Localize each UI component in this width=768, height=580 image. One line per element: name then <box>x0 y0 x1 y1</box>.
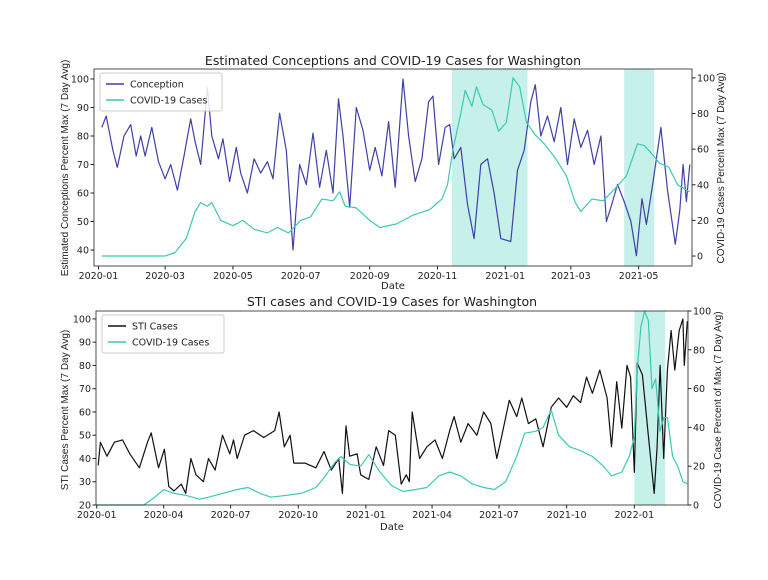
legend-label: COVID-19 Cases <box>132 338 209 349</box>
y-right-tick-label: 0 <box>693 501 699 512</box>
y-tick-label: 60 <box>79 407 91 418</box>
y-right-tick-label: 80 <box>693 345 705 356</box>
legend-box <box>101 314 225 354</box>
x-tick-label: 2020-07 <box>281 271 321 282</box>
x-tick-label: 2020-05 <box>213 271 253 282</box>
series-line-covid-19-cases <box>101 77 691 257</box>
y-right-tick-label: 80 <box>697 109 709 120</box>
legend-label: COVID-19 Cases <box>130 96 207 107</box>
x-axis-label: Date <box>381 281 405 292</box>
x-tick-label: 2021-03 <box>551 271 591 282</box>
y-right-tick-label: 60 <box>693 384 705 395</box>
y-tick-label: 50 <box>77 217 89 228</box>
x-tick-label: 2021-05 <box>619 271 659 282</box>
x-tick-label: 2020-11 <box>418 271 458 282</box>
y-right-tick-label: 20 <box>693 462 705 473</box>
plot-frame <box>93 68 693 267</box>
y-tick-label: 80 <box>77 131 89 142</box>
series-line-sti-cases <box>97 318 688 494</box>
x-tick-label: 2020-01 <box>77 510 117 521</box>
y-tick-label: 90 <box>77 103 89 114</box>
x-tick-label: 2020-03 <box>145 271 185 282</box>
y-tick-label: 20 <box>79 501 91 512</box>
x-axis-label: Date <box>380 522 404 533</box>
y-tick-label: 70 <box>79 384 91 395</box>
x-tick-label: 2020-10 <box>278 510 318 521</box>
y-tick-label: 40 <box>79 454 91 465</box>
x-tick-label: 2021-04 <box>412 510 452 521</box>
y-tick-label: 80 <box>79 361 91 372</box>
y-right-tick-label: 40 <box>693 423 705 434</box>
chart-title: Estimated Conceptions and COVID-19 Cases… <box>205 53 581 68</box>
legend: Conception COVID-19 Cases <box>99 72 223 112</box>
y-right-tick-label: 20 <box>697 216 709 227</box>
x-tick-label: 2021-01 <box>346 510 386 521</box>
x-tick-label: 2021-10 <box>547 510 587 521</box>
y-tick-label: 50 <box>79 431 91 442</box>
y-right-tick-label: 100 <box>693 307 711 318</box>
y-tick-label: 90 <box>79 338 91 349</box>
x-tick-label: 2021-01 <box>485 271 525 282</box>
plot-frame <box>95 310 689 506</box>
y-right-tick-label: 60 <box>697 145 709 156</box>
y-tick-label: 40 <box>77 246 89 257</box>
y-right-tick-label: 100 <box>697 73 715 84</box>
chart-bottom: STI cases and COVID-19 Cases for Washing… <box>60 294 724 533</box>
x-tick-label: 2020-01 <box>79 271 119 282</box>
y-tick-label: 100 <box>71 74 89 85</box>
legend-label: STI Cases <box>132 322 178 333</box>
y-axis-label: Estimated Conceptions Percent Max (7 Day… <box>60 60 71 277</box>
x-tick-label: 2021-07 <box>479 510 519 521</box>
chart-top: Estimated Conceptions and COVID-19 Cases… <box>60 53 727 292</box>
legend-box <box>99 72 223 112</box>
y-tick-label: 30 <box>79 477 91 488</box>
x-tick-label: 2020-07 <box>211 510 251 521</box>
y-tick-label: 100 <box>73 314 91 325</box>
y-right-tick-label: 40 <box>697 180 709 191</box>
series-line-conception <box>101 78 691 257</box>
legend-label: Conception <box>130 80 184 91</box>
y-right-tick-label: 0 <box>697 252 703 263</box>
y-axis-right-label: COVID-19 Cases Percent Max (7 Day Avg) <box>716 73 727 264</box>
legend: STI Cases COVID-19 Cases <box>101 314 225 354</box>
x-tick-label: 2022-01 <box>614 510 654 521</box>
chart-title: STI cases and COVID-19 Cases for Washing… <box>247 294 537 309</box>
x-tick-label: 2020-09 <box>350 271 390 282</box>
y-axis-label: STI Cases Percent Max (7 Day Avg) <box>60 330 71 490</box>
y-tick-label: 70 <box>77 160 89 171</box>
y-axis-right-label: COVID-19 Case Percent of Max (7 Day Avg) <box>713 311 724 508</box>
y-tick-label: 60 <box>77 189 89 200</box>
x-tick-label: 2020-04 <box>144 510 184 521</box>
